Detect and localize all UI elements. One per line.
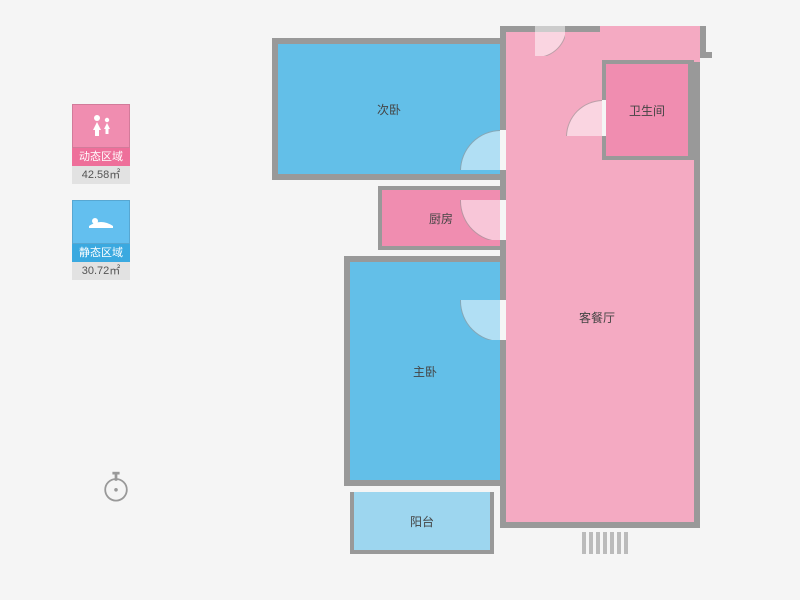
wall-segment (500, 26, 506, 528)
wall-segment (700, 26, 706, 54)
door-arc (460, 300, 500, 340)
door-arc (535, 26, 565, 56)
floorplan-canvas: 动态区域 42.58㎡ 静态区域 30.72㎡ 客餐厅 卫生间 次卧厨房主卧阳台 (0, 0, 800, 600)
door-gap (500, 200, 506, 240)
room-bathroom: 卫生间 (602, 60, 694, 160)
door-gap (500, 300, 506, 340)
door-gap (500, 130, 506, 170)
room-label-kitchen: 厨房 (429, 210, 453, 227)
door-arc (460, 200, 500, 240)
room-master-bed: 主卧 (344, 256, 500, 486)
legend-static: 静态区域 30.72㎡ (72, 200, 130, 280)
legend-dynamic-value: 42.58㎡ (72, 166, 130, 184)
people-icon (72, 104, 130, 148)
wall-segment (700, 52, 712, 58)
legend-static-title: 静态区域 (72, 244, 130, 262)
compass-icon (98, 470, 134, 506)
wall-segment (272, 174, 312, 180)
sleep-icon (72, 200, 130, 244)
door-arc (460, 130, 500, 170)
room-label-master-bed: 主卧 (413, 363, 437, 380)
door-gap (400, 486, 460, 492)
room-balcony: 阳台 (350, 492, 494, 554)
room-label-second-bed: 次卧 (377, 101, 401, 118)
legend-dynamic: 动态区域 42.58㎡ (72, 104, 130, 184)
room-label-bathroom: 卫生间 (629, 102, 665, 119)
room-label-balcony: 阳台 (410, 513, 434, 530)
door-gap (602, 100, 606, 136)
room-label-living: 客餐厅 (579, 309, 615, 326)
vent-icon (582, 532, 640, 554)
legend-dynamic-title: 动态区域 (72, 148, 130, 166)
door-arc (566, 100, 602, 136)
room-living-ext (600, 26, 700, 62)
legend-static-value: 30.72㎡ (72, 262, 130, 280)
